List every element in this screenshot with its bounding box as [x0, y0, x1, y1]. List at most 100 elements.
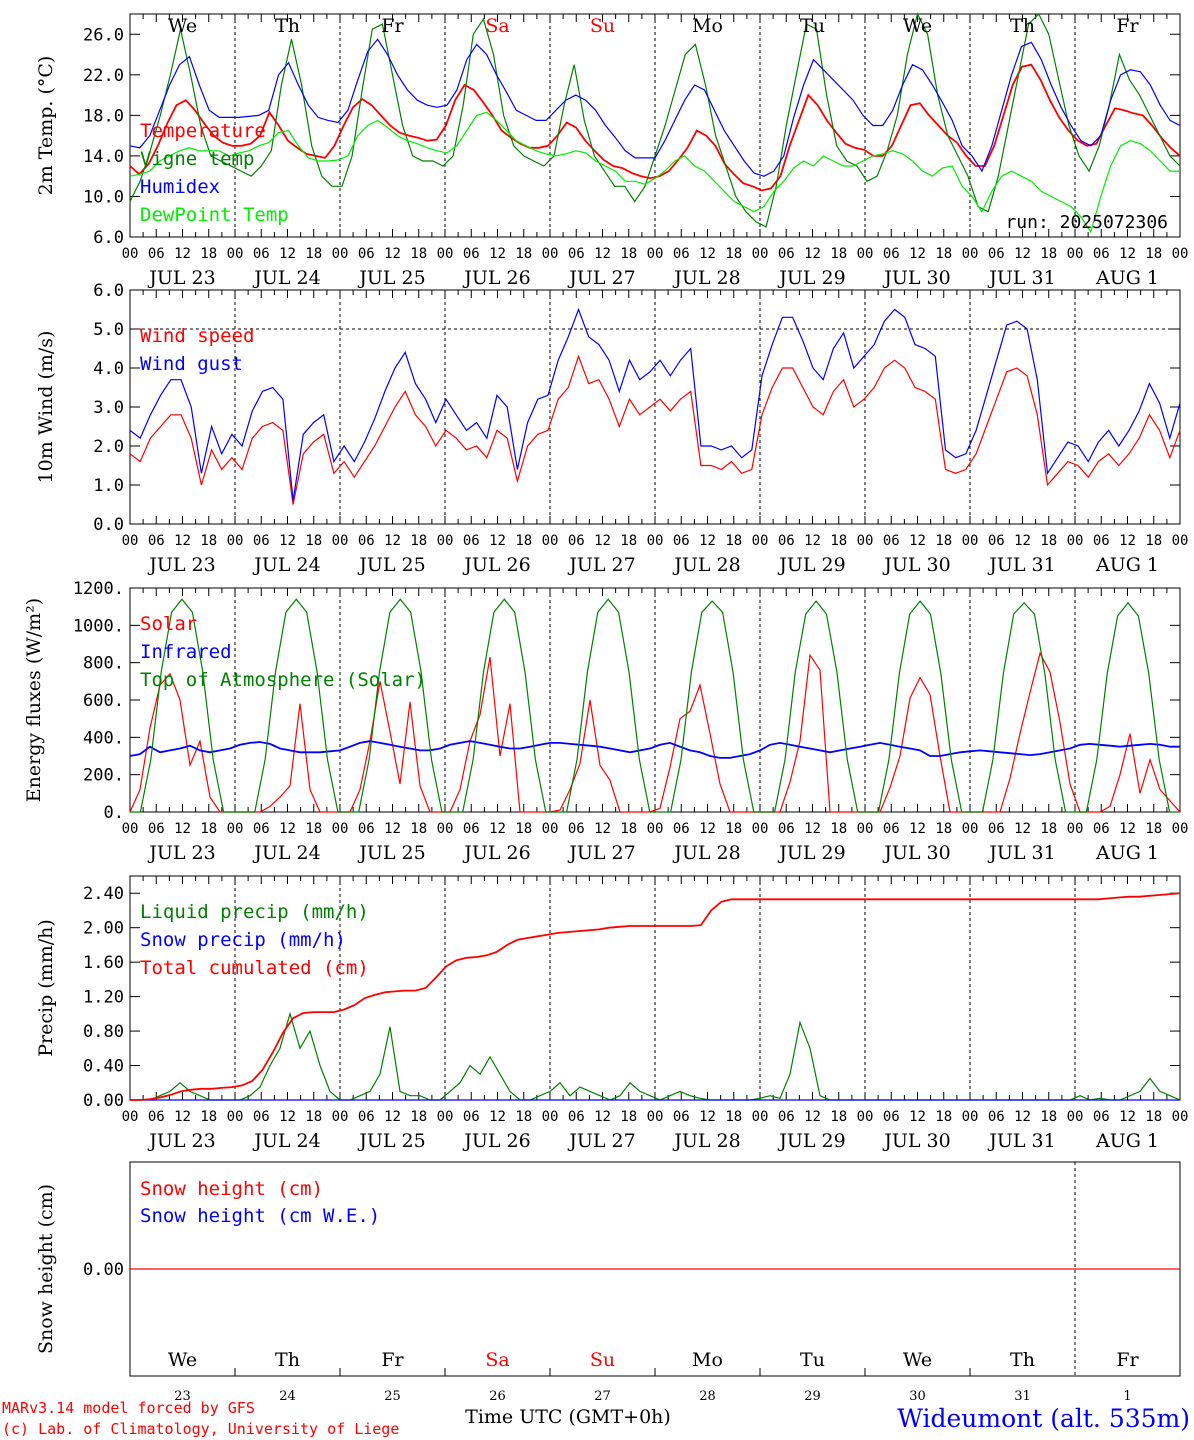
x-axis-title: Time UTC (GMT+0h) — [465, 1406, 671, 1428]
hour-label: 18 — [305, 821, 322, 837]
hour-label: 12 — [174, 533, 191, 549]
hour-label: 06 — [148, 821, 165, 837]
hour-label: 18 — [200, 821, 217, 837]
legend-entry: Snow height (cm) — [140, 1178, 323, 1200]
hour-label: 00 — [437, 1109, 454, 1125]
legend-entry: Solar — [140, 613, 197, 635]
legend-entry: Wind gust — [140, 353, 243, 375]
y-tick-label: 6.0 — [93, 228, 124, 248]
hour-label: 18 — [1040, 246, 1057, 262]
hour-label: 06 — [778, 1109, 795, 1125]
hour-label: 06 — [463, 1109, 480, 1125]
date-label: AUG 1 — [1095, 842, 1159, 864]
y-tick-label: 18.0 — [83, 106, 124, 126]
hour-label: 06 — [988, 533, 1005, 549]
date-label: JUL 27 — [567, 842, 635, 864]
hour-label: 12 — [279, 1109, 296, 1125]
hour-label: 00 — [752, 821, 769, 837]
hour-label: 12 — [174, 821, 191, 837]
weekday-label: Mo — [692, 1349, 723, 1371]
weekday-label: We — [168, 1349, 197, 1371]
day-number: 30 — [909, 1389, 926, 1404]
series-line-total-cumulated-cm- — [130, 892, 1181, 1101]
hour-label: 00 — [1067, 821, 1084, 837]
y-axis-label: 2m Temp. (°C) — [35, 56, 57, 196]
day-number: 31 — [1014, 1389, 1031, 1404]
y-tick-label: 800. — [83, 654, 124, 674]
hour-label: 12 — [1014, 533, 1031, 549]
date-label: JUL 29 — [777, 267, 845, 289]
date-label: JUL 24 — [252, 1130, 320, 1152]
hour-label: 12 — [384, 821, 401, 837]
hour-label: 06 — [673, 1109, 690, 1125]
hour-label: 06 — [148, 1109, 165, 1125]
hour-label: 00 — [227, 821, 244, 837]
y-tick-label: 1.0 — [93, 476, 124, 496]
plot-frame — [129, 587, 1181, 813]
date-label: JUL 31 — [987, 1130, 1055, 1152]
hour-label: 06 — [883, 1109, 900, 1125]
hour-label: 18 — [620, 821, 637, 837]
hour-label: 12 — [804, 246, 821, 262]
date-label: JUL 26 — [462, 1130, 530, 1152]
footer-model: MARv3.14 model forced by GFS — [2, 1399, 255, 1417]
hour-label: 00 — [1172, 533, 1189, 549]
hour-label: 00 — [437, 821, 454, 837]
hour-label: 06 — [358, 246, 375, 262]
hour-label: 00 — [227, 246, 244, 262]
series-line-wind-speed — [129, 354, 1181, 505]
hour-label: 00 — [647, 821, 664, 837]
hour-label: 00 — [542, 1109, 559, 1125]
weekday-label: Sa — [485, 1349, 509, 1371]
hour-label: 18 — [410, 246, 427, 262]
weekday-label: Fr — [1116, 1349, 1139, 1371]
hour-label: 18 — [515, 821, 532, 837]
hour-label: 12 — [594, 246, 611, 262]
panel-1: 6.0 10.0 14.0 18.0 22.0 26.0 2m Temp. (°C) Temp… — [35, 12, 1188, 289]
hour-label: 12 — [1119, 1109, 1136, 1125]
hour-label: 00 — [647, 1109, 664, 1125]
date-label: JUL 29 — [777, 554, 845, 576]
hour-label: 18 — [725, 246, 742, 262]
hour-label: 12 — [489, 1109, 506, 1125]
hour-label: 00 — [437, 246, 454, 262]
weekday-label: Th — [275, 1349, 300, 1371]
hour-label: 18 — [935, 821, 952, 837]
hour-label: 18 — [830, 246, 847, 262]
hour-label: 18 — [935, 1109, 952, 1125]
hour-label: 06 — [1093, 533, 1110, 549]
date-label: JUL 25 — [357, 267, 425, 289]
hour-label: 18 — [305, 533, 322, 549]
date-label: JUL 23 — [147, 1130, 215, 1152]
hour-label: 12 — [1014, 246, 1031, 262]
hour-label: 18 — [935, 246, 952, 262]
y-axis-label: Snow height (cm) — [35, 1184, 57, 1354]
y-tick-label: 2.40 — [83, 884, 124, 904]
weekday-label: Tu — [800, 1349, 825, 1371]
series-line-vigne-temp — [129, 12, 1181, 228]
panel-5: 0.00 Snow height (cm) Snow height (cm) Snow… — [35, 1161, 1181, 1404]
hour-label: 00 — [122, 246, 139, 262]
hour-label: 00 — [962, 533, 979, 549]
hour-label: 12 — [1014, 821, 1031, 837]
hour-label: 00 — [1067, 246, 1084, 262]
hour-label: 18 — [200, 1109, 217, 1125]
weekday-label: Th — [275, 15, 300, 37]
hour-label: 06 — [463, 246, 480, 262]
hour-label: 12 — [909, 246, 926, 262]
y-tick-label: 10.0 — [83, 187, 124, 207]
date-label: JUL 25 — [357, 842, 425, 864]
date-label: JUL 27 — [567, 1130, 635, 1152]
day-number: 25 — [384, 1389, 401, 1404]
hour-label: 06 — [148, 246, 165, 262]
hour-label: 12 — [699, 246, 716, 262]
hour-label: 18 — [305, 1109, 322, 1125]
hour-label: 18 — [515, 533, 532, 549]
hour-label: 12 — [174, 246, 191, 262]
hour-label: 00 — [647, 533, 664, 549]
hour-label: 00 — [332, 821, 349, 837]
date-label: JUL 30 — [882, 267, 950, 289]
hour-label: 12 — [279, 821, 296, 837]
hour-label: 06 — [148, 533, 165, 549]
hour-label: 00 — [752, 533, 769, 549]
